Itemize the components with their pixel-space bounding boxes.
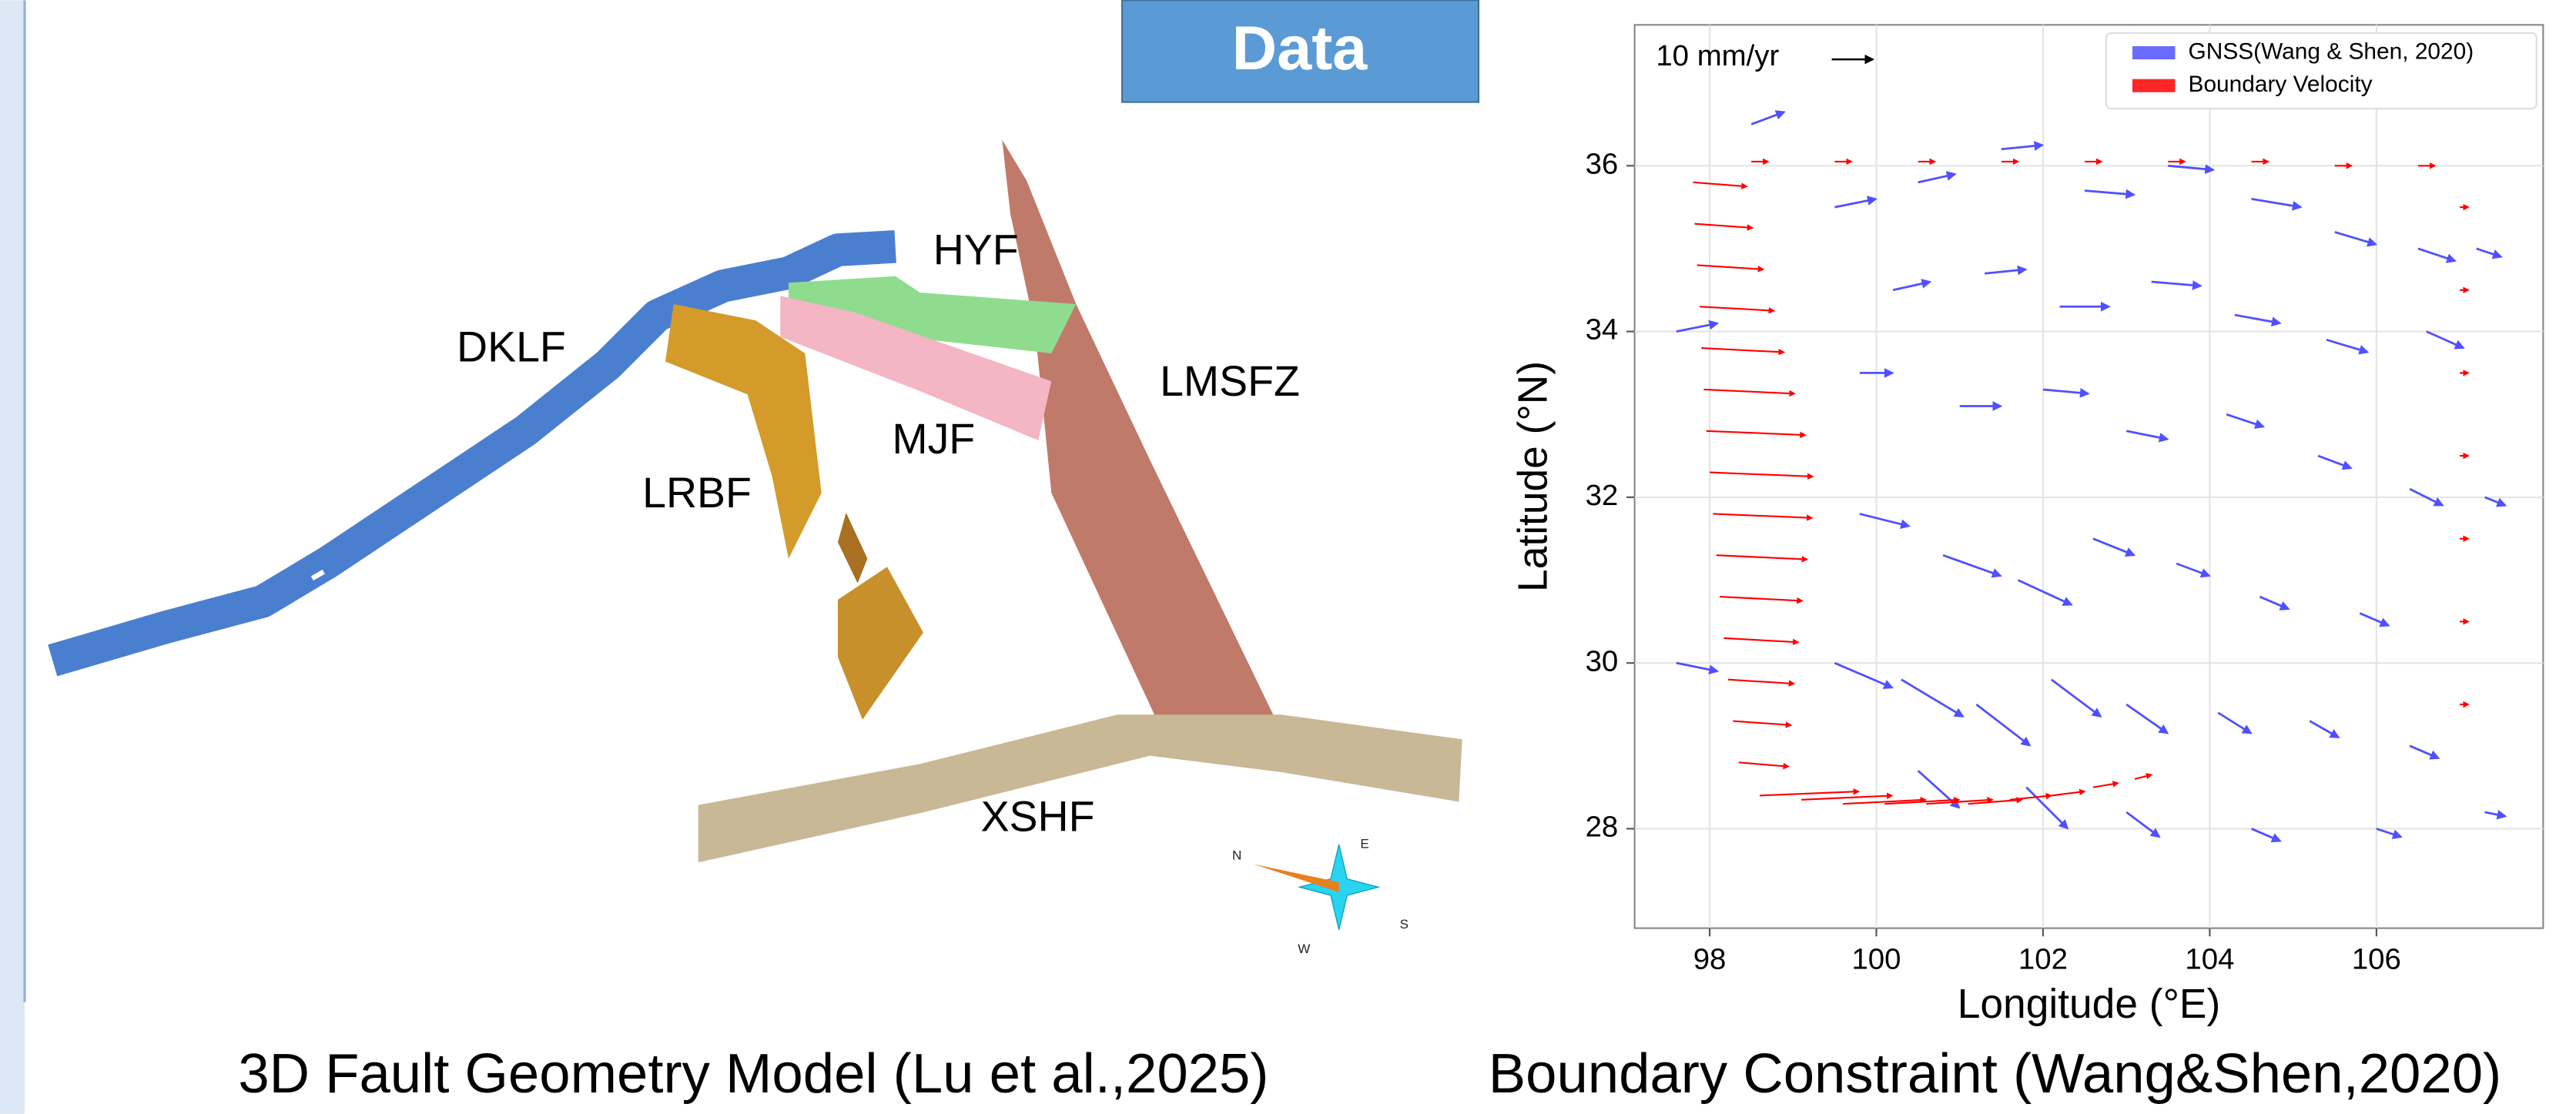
page: {"header": {"title": "Data"}, "left_pane… bbox=[0, 0, 2576, 1114]
title: Data bbox=[1232, 14, 1368, 83]
x-tick-label: 98 bbox=[1693, 942, 1727, 975]
slide: Data DKLF HYF LMSFZ MJF LRBF XSHF N E S W 3D Faul… bbox=[0, 0, 2576, 1114]
side-strip bbox=[0, 0, 25, 1113]
y-tick-label: 36 bbox=[1586, 147, 1619, 180]
fault-label: MJF bbox=[892, 415, 975, 463]
fault-model: DKLF HYF LMSFZ MJF LRBF XSHF N E S W bbox=[52, 140, 1462, 956]
x-tick-label: 100 bbox=[1851, 942, 1901, 975]
fault-lrbf-part bbox=[838, 567, 923, 719]
fault-label: HYF bbox=[933, 226, 1019, 273]
y-tick-label: 34 bbox=[1586, 313, 1619, 346]
y-axis-label: Latitude (°N) bbox=[1511, 361, 1556, 592]
fault-lrbf-part bbox=[838, 513, 867, 584]
legend-swatch bbox=[2132, 79, 2175, 92]
y-tick-label: 30 bbox=[1586, 644, 1619, 677]
compass-letter: N bbox=[1232, 848, 1241, 862]
legend-swatch bbox=[2132, 46, 2175, 59]
compass bbox=[1254, 845, 1378, 930]
y-tick-label: 32 bbox=[1586, 479, 1619, 512]
compass-letter: E bbox=[1360, 836, 1368, 851]
fault-lmsfz bbox=[1002, 140, 1273, 723]
legend-label: GNSS(Wang & Shen, 2020) bbox=[2189, 38, 2474, 64]
x-tick-label: 106 bbox=[2352, 942, 2401, 975]
right-caption: Boundary Constraint (Wang&Shen,2020) bbox=[1489, 1042, 2501, 1105]
fault-label: LRBF bbox=[642, 469, 752, 517]
fault-label: XSHF bbox=[981, 792, 1095, 840]
compass-letter: S bbox=[1400, 917, 1409, 932]
key-label: 10 mm/yr bbox=[1656, 39, 1779, 72]
y-tick-label: 28 bbox=[1586, 811, 1619, 844]
plot-area bbox=[1635, 25, 2544, 928]
quiver-chart: 98 100 102 104 106 28 30 32 34 36 Longitude (°E) La… bbox=[1511, 25, 2544, 1027]
fault-label: DKLF bbox=[457, 323, 566, 370]
legend-label: Boundary Velocity bbox=[2189, 72, 2373, 97]
x-axis-label: Longitude (°E) bbox=[1958, 982, 2221, 1027]
fault-label: LMSFZ bbox=[1160, 357, 1300, 405]
x-tick-label: 104 bbox=[2185, 942, 2234, 975]
compass-letter: W bbox=[1298, 942, 1311, 956]
left-caption: 3D Fault Geometry Model (Lu et al.,2025) bbox=[238, 1042, 1268, 1105]
x-tick-label: 102 bbox=[2018, 942, 2068, 975]
